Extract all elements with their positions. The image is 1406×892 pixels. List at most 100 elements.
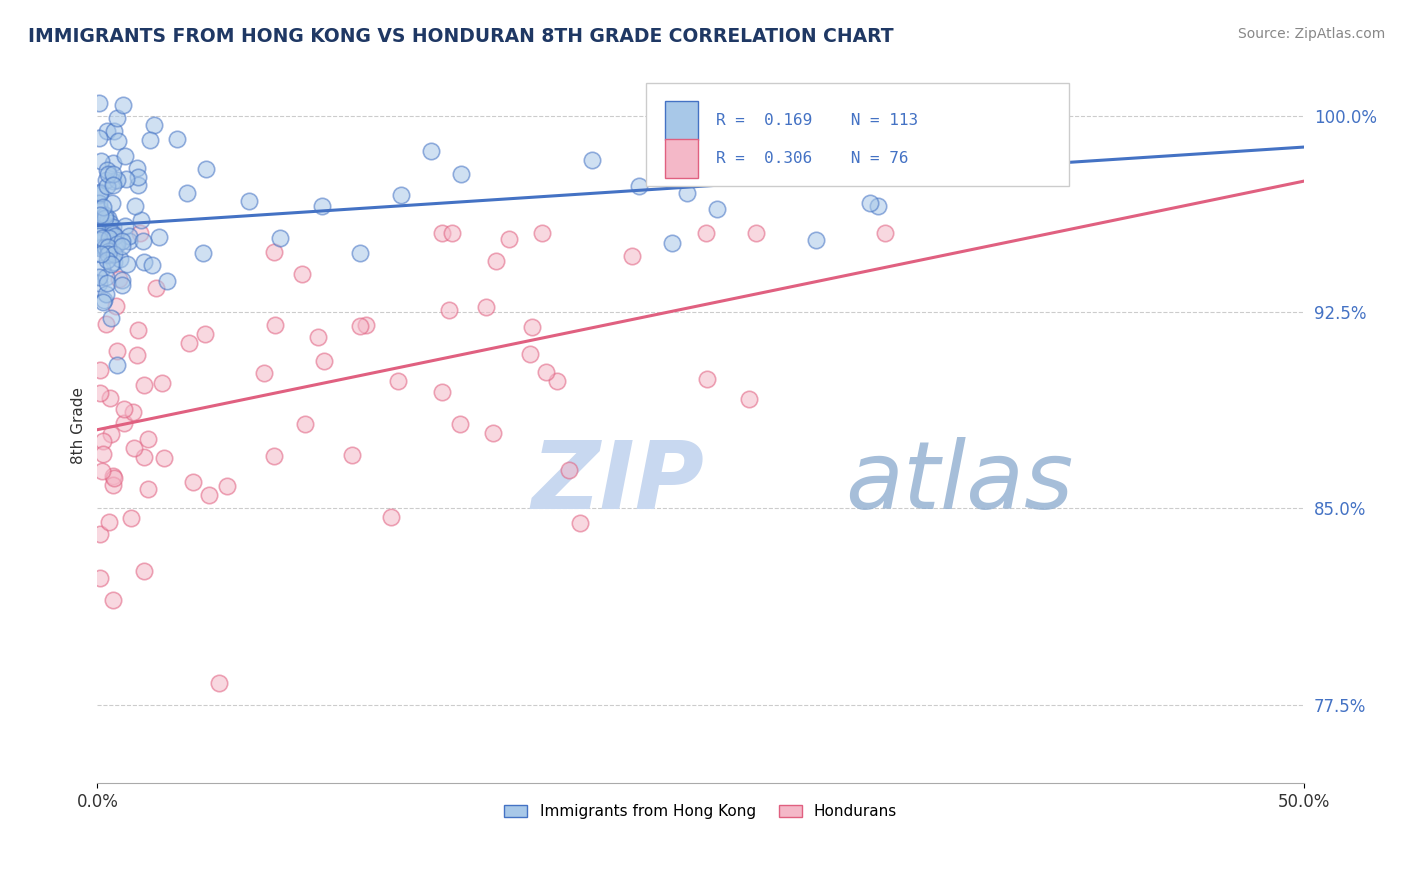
Hondurans: [101, 227, 124, 241]
Hondurans: [558, 463, 581, 477]
Immigrants from Hong Kong: [89, 241, 111, 255]
Immigrants from Hong Kong: [89, 208, 111, 222]
Hondurans: [103, 471, 125, 485]
Immigrants from Hong Kong: [87, 229, 110, 244]
Immigrants from Hong Kong: [90, 240, 112, 254]
Hondurans: [121, 405, 143, 419]
Hondurans: [101, 468, 124, 483]
FancyBboxPatch shape: [665, 138, 699, 178]
Hondurans: [89, 386, 111, 401]
Hondurans: [97, 516, 120, 530]
Immigrants from Hong Kong: [96, 253, 118, 268]
Hondurans: [568, 516, 591, 531]
Hondurans: [440, 227, 463, 241]
Hondurans: [875, 227, 897, 241]
Hondurans: [481, 425, 503, 440]
Immigrants from Hong Kong: [94, 242, 117, 256]
Immigrants from Hong Kong: [118, 229, 141, 244]
Immigrants from Hong Kong: [129, 212, 152, 227]
Hondurans: [194, 327, 217, 342]
Immigrants from Hong Kong: [100, 310, 122, 325]
Hondurans: [152, 450, 174, 465]
Hondurans: [132, 450, 155, 464]
Immigrants from Hong Kong: [103, 254, 125, 268]
Immigrants from Hong Kong: [148, 230, 170, 244]
Hondurans: [263, 449, 285, 463]
Hondurans: [264, 318, 287, 333]
Immigrants from Hong Kong: [105, 111, 128, 125]
Immigrants from Hong Kong: [87, 270, 110, 285]
Text: R =  0.169    N = 113: R = 0.169 N = 113: [717, 112, 918, 128]
Immigrants from Hong Kong: [111, 238, 134, 252]
Hondurans: [437, 303, 460, 318]
Immigrants from Hong Kong: [89, 185, 111, 199]
Hondurans: [253, 366, 276, 380]
Immigrants from Hong Kong: [107, 173, 129, 187]
Hondurans: [108, 272, 131, 286]
Immigrants from Hong Kong: [450, 167, 472, 181]
Hondurans: [89, 527, 111, 541]
Hondurans: [519, 347, 541, 361]
Hondurans: [124, 441, 146, 455]
Immigrants from Hong Kong: [675, 186, 697, 201]
Immigrants from Hong Kong: [827, 120, 849, 134]
Immigrants from Hong Kong: [114, 149, 136, 163]
Immigrants from Hong Kong: [96, 276, 118, 290]
Immigrants from Hong Kong: [91, 294, 114, 309]
Immigrants from Hong Kong: [176, 186, 198, 200]
Immigrants from Hong Kong: [105, 236, 128, 251]
Hondurans: [522, 320, 544, 334]
Immigrants from Hong Kong: [127, 178, 149, 193]
Immigrants from Hong Kong: [94, 269, 117, 284]
Hondurans: [738, 392, 761, 406]
Immigrants from Hong Kong: [127, 169, 149, 184]
Hondurans: [307, 329, 329, 343]
Hondurans: [314, 354, 336, 368]
Immigrants from Hong Kong: [191, 246, 214, 260]
Immigrants from Hong Kong: [97, 211, 120, 225]
Hondurans: [145, 280, 167, 294]
Immigrants from Hong Kong: [866, 199, 889, 213]
Immigrants from Hong Kong: [90, 231, 112, 245]
Immigrants from Hong Kong: [91, 220, 114, 235]
Immigrants from Hong Kong: [859, 196, 882, 211]
Hondurans: [208, 676, 231, 690]
Hondurans: [745, 227, 768, 241]
Hondurans: [132, 378, 155, 392]
Hondurans: [101, 593, 124, 607]
Hondurans: [430, 384, 453, 399]
Hondurans: [105, 343, 128, 358]
Immigrants from Hong Kong: [103, 124, 125, 138]
Immigrants from Hong Kong: [96, 172, 118, 186]
Immigrants from Hong Kong: [156, 274, 179, 288]
Hondurans: [387, 374, 409, 388]
Hondurans: [136, 482, 159, 496]
Hondurans: [127, 348, 149, 362]
Hondurans: [449, 417, 471, 431]
Hondurans: [215, 478, 238, 492]
Immigrants from Hong Kong: [124, 199, 146, 213]
Immigrants from Hong Kong: [721, 155, 744, 169]
Hondurans: [104, 299, 127, 313]
Immigrants from Hong Kong: [89, 186, 111, 200]
Immigrants from Hong Kong: [111, 277, 134, 292]
Hondurans: [498, 232, 520, 246]
Immigrants from Hong Kong: [89, 233, 111, 247]
Immigrants from Hong Kong: [111, 98, 134, 112]
Immigrants from Hong Kong: [706, 202, 728, 217]
Immigrants from Hong Kong: [108, 252, 131, 266]
Immigrants from Hong Kong: [194, 161, 217, 176]
Hondurans: [132, 564, 155, 578]
Hondurans: [197, 488, 219, 502]
Hondurans: [136, 432, 159, 446]
Immigrants from Hong Kong: [125, 161, 148, 176]
Immigrants from Hong Kong: [98, 219, 121, 233]
Immigrants from Hong Kong: [98, 244, 121, 258]
Immigrants from Hong Kong: [94, 239, 117, 253]
Text: atlas: atlas: [845, 437, 1074, 528]
Hondurans: [90, 464, 112, 478]
Immigrants from Hong Kong: [661, 235, 683, 250]
Hondurans: [98, 392, 121, 406]
Text: R =  0.306    N = 76: R = 0.306 N = 76: [717, 151, 908, 166]
Immigrants from Hong Kong: [94, 286, 117, 301]
